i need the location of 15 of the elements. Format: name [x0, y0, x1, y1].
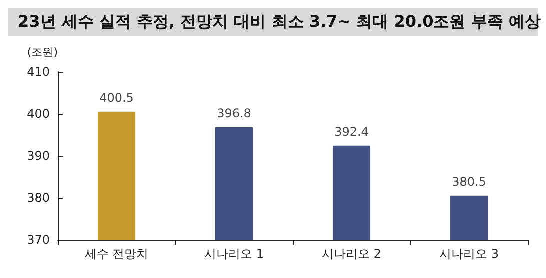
- y-tick-label: 380: [27, 191, 50, 205]
- data-label: 396.8: [217, 106, 252, 120]
- y-tick-label: 390: [27, 149, 50, 163]
- x-tick-label: 시나리오 3: [440, 247, 499, 261]
- data-label: 380.5: [452, 174, 486, 189]
- x-tick-label: 시나리오 1: [204, 247, 264, 261]
- y-tick-label: 400: [27, 107, 50, 121]
- data-label: 392.4: [334, 124, 369, 139]
- chart-title: 23년 세수 실적 추정, 전망치 대비 최소 3.7~ 최대 20.0조원 부족 예상: [8, 8, 541, 36]
- data-label: 400.5: [100, 90, 134, 105]
- y-tick-label: 410: [27, 65, 50, 79]
- y-axis-title: (조원): [27, 46, 58, 59]
- x-tick-label: 세수 전망치: [84, 247, 149, 261]
- y-tick-label: 370: [27, 233, 50, 247]
- x-tick-label: 시나리오 2: [322, 247, 382, 261]
